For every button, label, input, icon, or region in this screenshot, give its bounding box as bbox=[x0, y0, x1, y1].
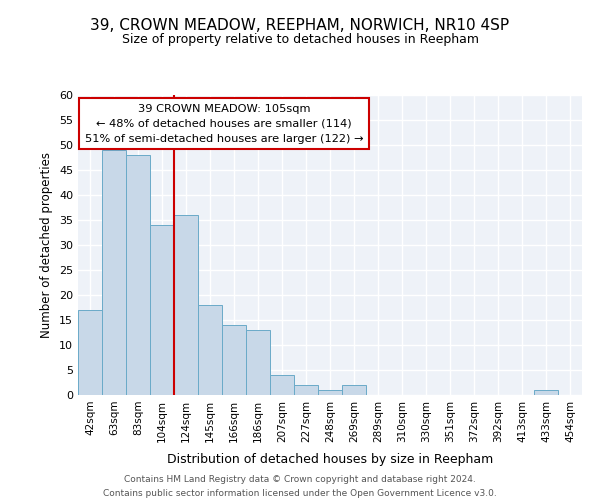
Text: 39, CROWN MEADOW, REEPHAM, NORWICH, NR10 4SP: 39, CROWN MEADOW, REEPHAM, NORWICH, NR10… bbox=[91, 18, 509, 32]
X-axis label: Distribution of detached houses by size in Reepham: Distribution of detached houses by size … bbox=[167, 453, 493, 466]
Bar bbox=[150, 225, 174, 395]
Bar bbox=[270, 375, 294, 395]
Text: Contains HM Land Registry data © Crown copyright and database right 2024.
Contai: Contains HM Land Registry data © Crown c… bbox=[103, 476, 497, 498]
Text: Size of property relative to detached houses in Reepham: Size of property relative to detached ho… bbox=[121, 32, 479, 46]
Bar bbox=[198, 305, 222, 395]
Text: 39 CROWN MEADOW: 105sqm
← 48% of detached houses are smaller (114)
51% of semi-d: 39 CROWN MEADOW: 105sqm ← 48% of detache… bbox=[85, 104, 364, 144]
Bar bbox=[222, 325, 246, 395]
Y-axis label: Number of detached properties: Number of detached properties bbox=[40, 152, 53, 338]
Bar bbox=[78, 310, 102, 395]
Bar bbox=[126, 155, 150, 395]
Bar bbox=[342, 385, 366, 395]
Bar bbox=[294, 385, 318, 395]
Bar bbox=[174, 215, 198, 395]
Bar bbox=[534, 390, 558, 395]
Bar bbox=[102, 150, 126, 395]
Bar bbox=[318, 390, 342, 395]
Bar bbox=[246, 330, 270, 395]
